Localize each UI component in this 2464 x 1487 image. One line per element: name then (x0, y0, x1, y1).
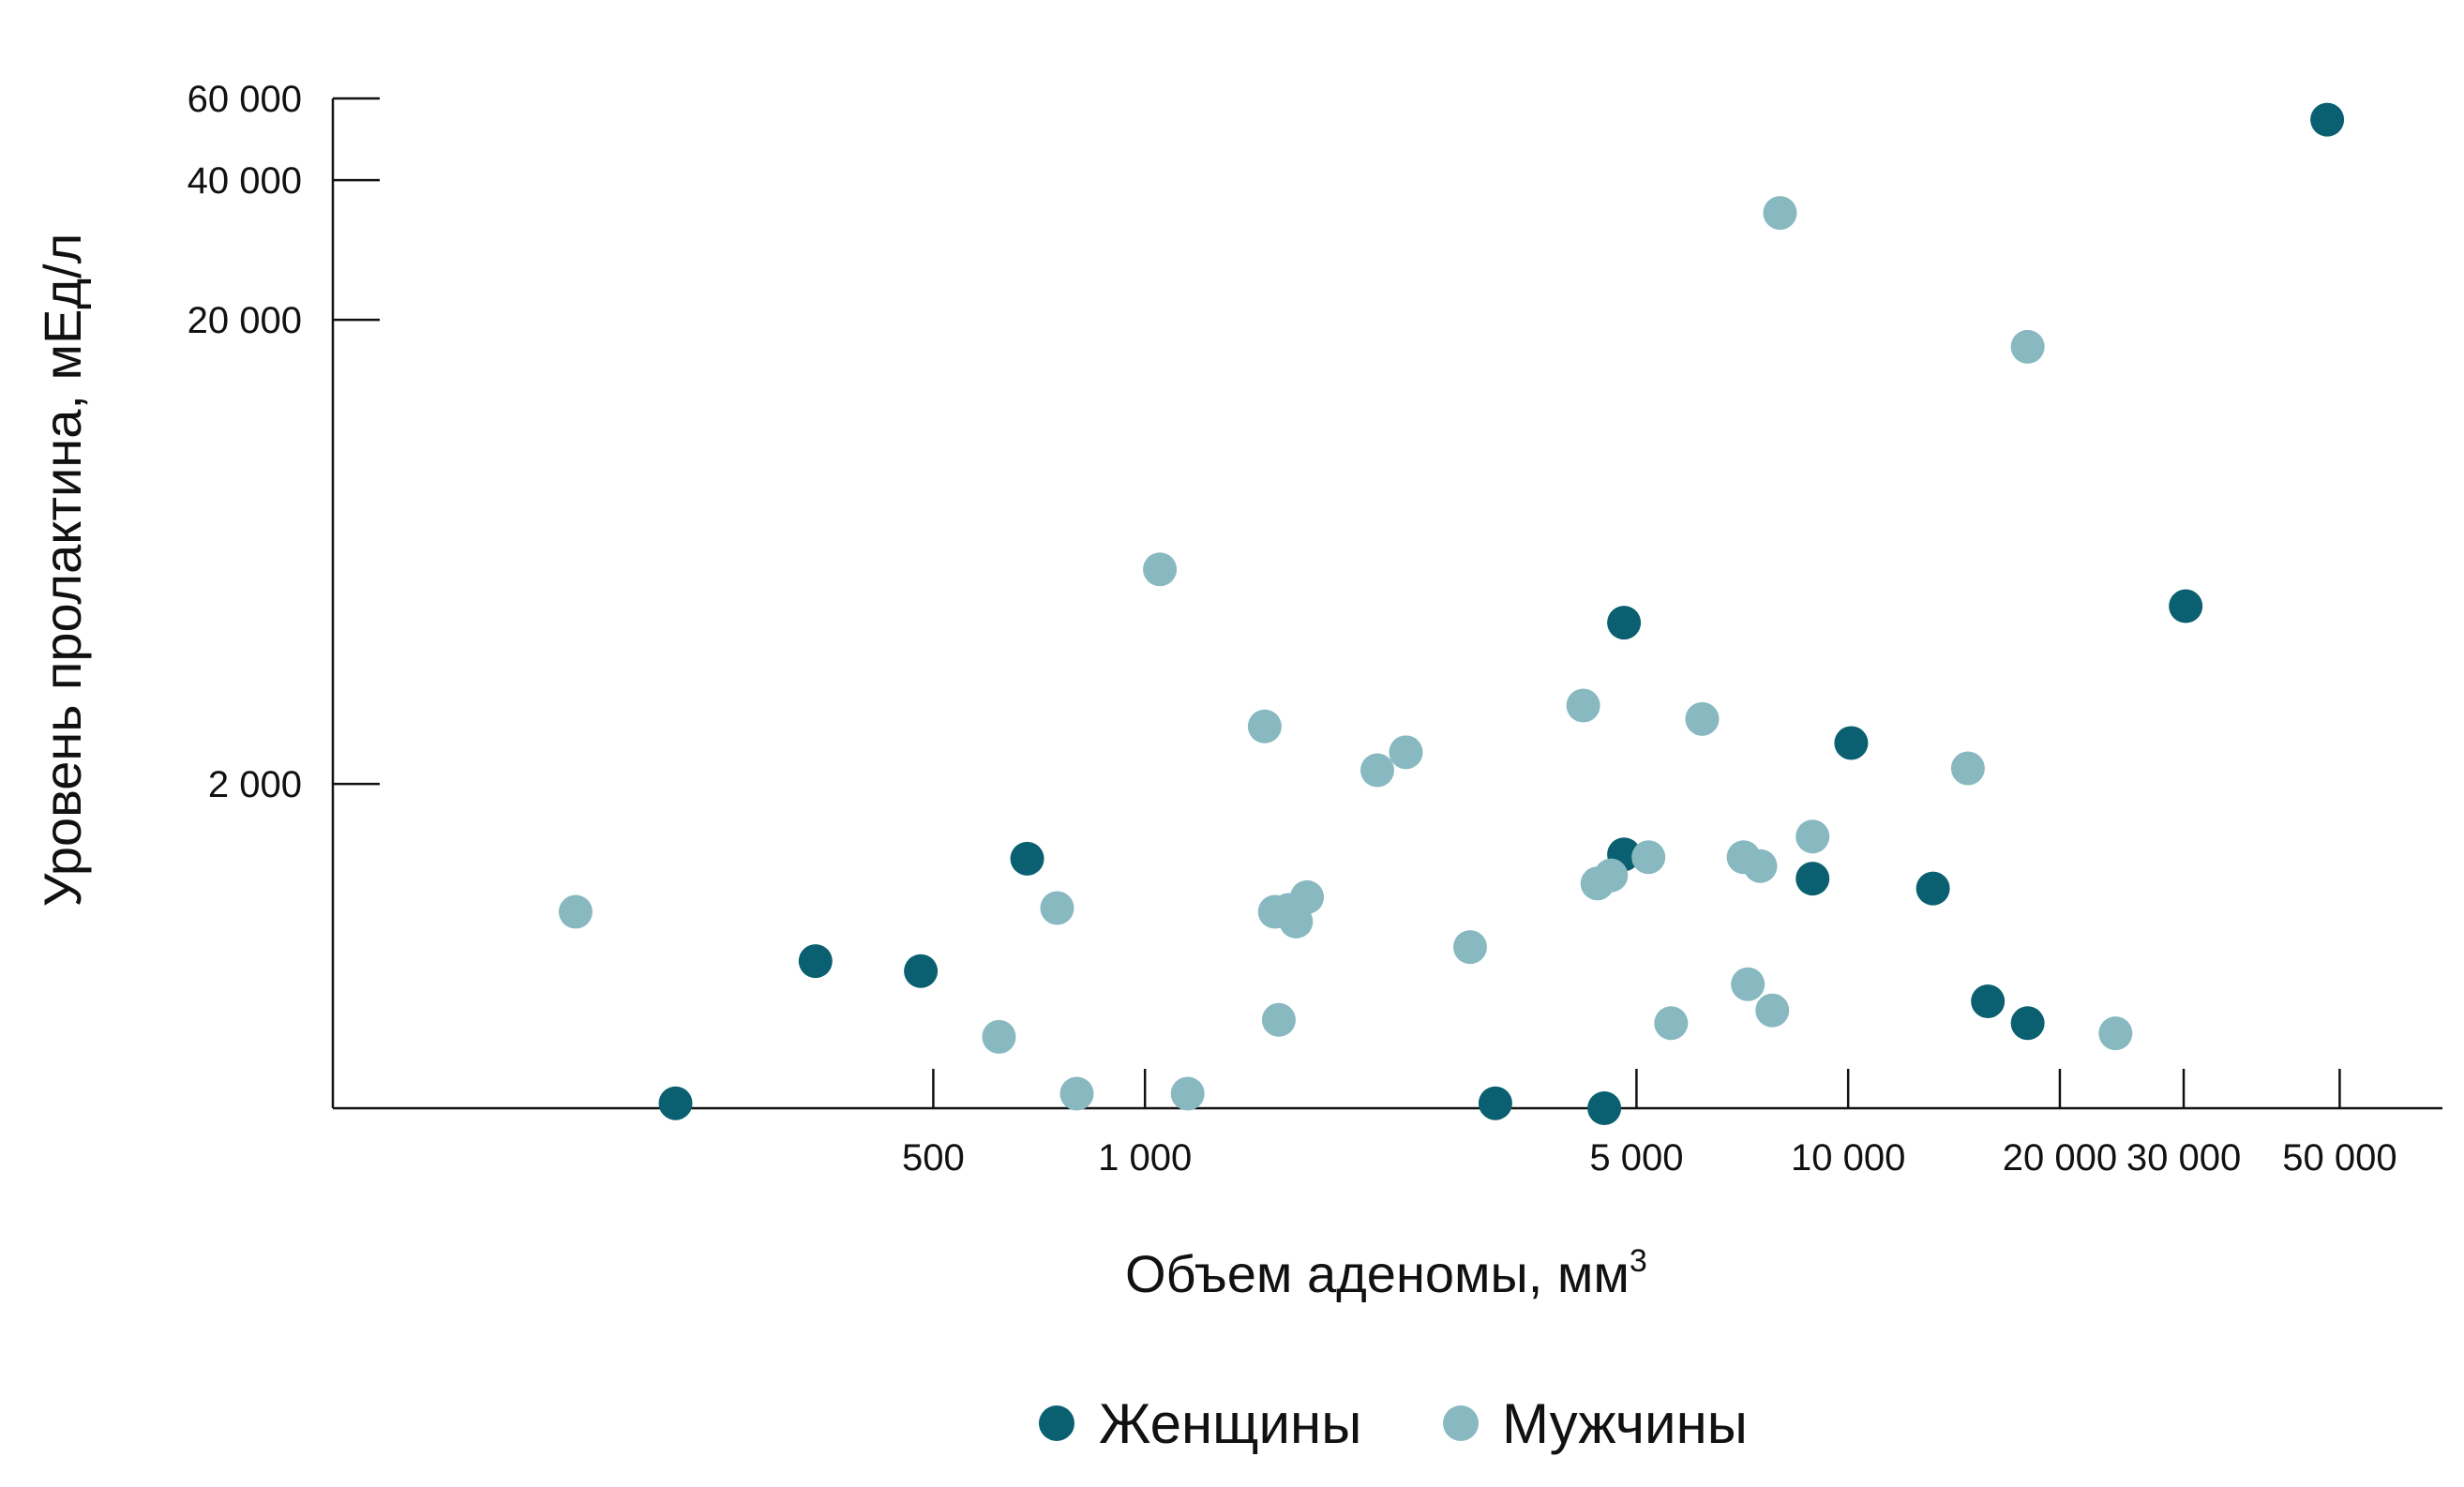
point-men (1755, 993, 1790, 1028)
x-tick-label: 20 000 (2003, 1137, 2117, 1179)
x-tick-label: 50 000 (2282, 1137, 2396, 1179)
point-men (1743, 849, 1778, 883)
point-men (1685, 701, 1720, 736)
point-men (1247, 709, 1282, 744)
x-tick-label: 30 000 (2126, 1137, 2241, 1179)
point-women (798, 944, 833, 979)
point-men (1731, 967, 1765, 1001)
y-axis-title: Уровень пролактина, мЕд/л (33, 233, 92, 907)
x-axis-title-superscript: 3 (1630, 1243, 1647, 1279)
series-women (658, 102, 2345, 1125)
x-tick-label: 5 000 (1589, 1137, 1683, 1179)
point-men (1795, 819, 1830, 854)
point-women (2010, 1006, 2045, 1041)
point-men (1763, 196, 1797, 231)
point-women (1916, 871, 1950, 906)
point-women (1607, 606, 1642, 640)
data-points (558, 102, 2345, 1125)
point-men (1143, 552, 1178, 587)
y-tick-label: 2 000 (208, 764, 302, 805)
legend-label-women: Женщины (1099, 1392, 1361, 1455)
point-men (1170, 1076, 1205, 1111)
y-tick-label: 60 000 (188, 79, 302, 120)
point-men (1950, 751, 1985, 786)
y-tick-label: 20 000 (188, 300, 302, 341)
legend: Женщины Мужчины (1039, 1392, 1748, 1455)
point-men (2010, 329, 2045, 364)
y-ticks: 2 000 20 000 40 000 60 000 (188, 79, 380, 805)
x-ticks: 500 1 000 5 000 10 000 20 000 30 000 50 000 (902, 1069, 2397, 1179)
legend-label-men: Мужчины (1502, 1392, 1748, 1455)
point-men (1654, 1006, 1689, 1041)
x-tick-label: 1 000 (1098, 1137, 1192, 1179)
x-axis-title: Объем аденомы, мм3 (1125, 1243, 1647, 1303)
legend-marker-men (1443, 1405, 1479, 1441)
point-women (1834, 726, 1869, 760)
point-men (982, 1019, 1016, 1054)
point-men (2098, 1016, 2133, 1051)
point-men (1580, 866, 1615, 901)
point-women (658, 1086, 693, 1120)
legend-marker-women (1039, 1405, 1074, 1441)
y-axis: 2 000 20 000 40 000 60 000 (188, 79, 380, 1108)
x-tick-label: 500 (902, 1137, 965, 1179)
point-women (1587, 1091, 1622, 1125)
x-axis-title-text: Объем аденомы, мм (1125, 1244, 1630, 1303)
point-women (2169, 589, 2203, 623)
point-men (1360, 753, 1394, 788)
point-women (904, 954, 939, 988)
point-men (1059, 1076, 1094, 1111)
x-axis: 500 1 000 5 000 10 000 20 000 30 000 50 000 (333, 1069, 2442, 1179)
series-men (558, 196, 2133, 1111)
x-tick-label: 10 000 (1791, 1137, 1905, 1179)
point-men (1261, 1002, 1296, 1037)
point-women (1478, 1086, 1512, 1120)
point-men (558, 894, 593, 929)
point-men (1631, 840, 1666, 875)
point-men (1452, 930, 1487, 965)
point-women (1971, 984, 2006, 1018)
point-men (1566, 688, 1600, 723)
point-men (1271, 893, 1306, 927)
point-women (1795, 862, 1830, 896)
point-women (1010, 841, 1044, 876)
point-men (1040, 891, 1074, 925)
y-tick-label: 40 000 (188, 160, 302, 202)
point-women (2310, 102, 2345, 137)
point-men (1389, 735, 1423, 770)
